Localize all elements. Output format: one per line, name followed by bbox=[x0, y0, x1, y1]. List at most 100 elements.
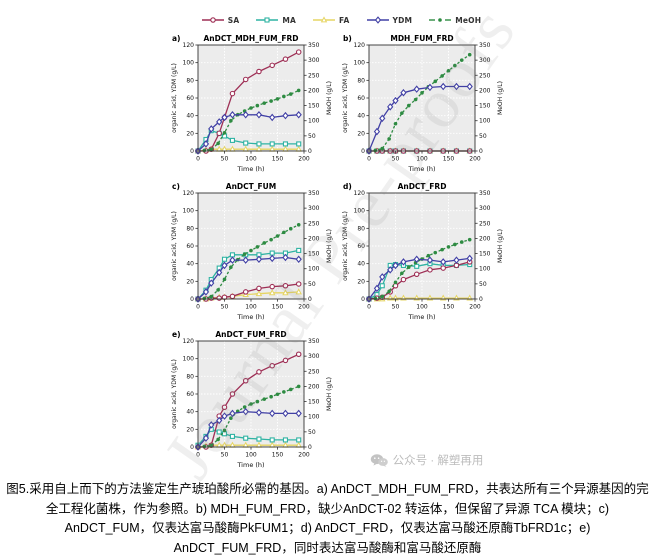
subplot-e-chart: 0 20 40 60 80 100 120 0 50 100 150 200 250 300 350 0 50 1… bbox=[171, 330, 333, 469]
legend-label-ydm: YDM bbox=[392, 15, 413, 25]
svg-text:Time (h): Time (h) bbox=[236, 165, 264, 173]
svg-text:150: 150 bbox=[308, 399, 320, 406]
svg-text:Time (h): Time (h) bbox=[407, 313, 435, 321]
svg-text:120: 120 bbox=[183, 190, 195, 197]
series-ydm bbox=[365, 82, 473, 155]
svg-text:0: 0 bbox=[196, 304, 200, 311]
svg-text:100: 100 bbox=[416, 304, 428, 311]
svg-text:50: 50 bbox=[221, 156, 229, 163]
svg-text:0: 0 bbox=[308, 444, 312, 451]
svg-text:d): d) bbox=[343, 182, 352, 191]
svg-text:0: 0 bbox=[190, 444, 194, 451]
svg-text:100: 100 bbox=[308, 266, 320, 273]
svg-text:150: 150 bbox=[272, 304, 284, 311]
svg-text:300: 300 bbox=[479, 205, 491, 212]
svg-text:100: 100 bbox=[245, 156, 257, 163]
svg-text:20: 20 bbox=[186, 426, 194, 433]
svg-text:150: 150 bbox=[443, 156, 455, 163]
svg-text:100: 100 bbox=[183, 356, 195, 363]
legend-item-sa: SA bbox=[201, 15, 240, 25]
svg-text:40: 40 bbox=[186, 261, 194, 268]
svg-text:40: 40 bbox=[357, 113, 365, 120]
svg-text:50: 50 bbox=[392, 304, 400, 311]
legend-label-fa: FA bbox=[339, 15, 350, 25]
svg-text:150: 150 bbox=[272, 452, 284, 459]
svg-text:350: 350 bbox=[479, 42, 491, 49]
subplot-d-cell: 0 20 40 60 80 100 120 0 50 100 150 200 250 300 350 0 50 1… bbox=[341, 178, 512, 326]
svg-text:120: 120 bbox=[354, 42, 366, 49]
svg-text:50: 50 bbox=[392, 156, 400, 163]
svg-text:250: 250 bbox=[308, 72, 320, 79]
caption-line-4: AnDCT_FUM_FRD，同时表达富马酸酶和富马酸还原酶 bbox=[173, 540, 482, 555]
series-ydm bbox=[194, 111, 302, 155]
svg-text:200: 200 bbox=[308, 383, 320, 390]
svg-text:MeOH (g/L): MeOH (g/L) bbox=[497, 229, 504, 263]
svg-text:50: 50 bbox=[308, 429, 316, 436]
svg-text:100: 100 bbox=[308, 118, 320, 125]
series-ydm bbox=[365, 254, 473, 303]
watermark-cell: 公众号 · 解塑再用 bbox=[341, 326, 512, 474]
svg-text:AnDCT_MDH_FUM_FRD: AnDCT_MDH_FUM_FRD bbox=[203, 34, 298, 43]
svg-text:250: 250 bbox=[479, 220, 491, 227]
svg-text:300: 300 bbox=[479, 57, 491, 64]
svg-text:organic acid, YDM (g/L): organic acid, YDM (g/L) bbox=[342, 211, 349, 281]
svg-text:20: 20 bbox=[357, 278, 365, 285]
svg-text:Time (h): Time (h) bbox=[236, 461, 264, 469]
svg-text:350: 350 bbox=[308, 190, 320, 197]
sa-marker-icon bbox=[201, 17, 224, 23]
svg-text:50: 50 bbox=[221, 452, 229, 459]
svg-text:MeOH (g/L): MeOH (g/L) bbox=[326, 229, 333, 263]
svg-text:60: 60 bbox=[186, 95, 194, 102]
svg-text:60: 60 bbox=[357, 95, 365, 102]
svg-text:AnDCT_FUM_FRD: AnDCT_FUM_FRD bbox=[215, 330, 286, 339]
svg-text:150: 150 bbox=[308, 251, 320, 258]
svg-text:organic acid, YDM (g/L): organic acid, YDM (g/L) bbox=[171, 359, 178, 429]
svg-text:60: 60 bbox=[186, 243, 194, 250]
subplot-c-cell: 0 20 40 60 80 100 120 0 50 100 150 200 250 300 350 0 50 1… bbox=[170, 178, 341, 326]
svg-text:organic acid, YDM (g/L): organic acid, YDM (g/L) bbox=[171, 63, 178, 133]
legend-label-ma: MA bbox=[282, 15, 297, 25]
svg-text:50: 50 bbox=[479, 133, 487, 140]
caption-line-2: 全工程化菌株，作为参照。b) MDH_FUM_FRD，缺少AnDCT-02 转运… bbox=[45, 501, 610, 516]
svg-text:350: 350 bbox=[479, 190, 491, 197]
series-meoh bbox=[196, 223, 301, 301]
svg-text:0: 0 bbox=[367, 156, 371, 163]
legend-item-ma: MA bbox=[255, 15, 296, 25]
wechat-icon bbox=[370, 453, 388, 467]
svg-text:organic acid, YDM (g/L): organic acid, YDM (g/L) bbox=[342, 63, 349, 133]
svg-text:100: 100 bbox=[245, 304, 257, 311]
subplot-grid: 0 20 40 60 80 100 120 0 50 100 150 200 250 300 350 0 50 1… bbox=[170, 30, 512, 474]
svg-text:250: 250 bbox=[479, 72, 491, 79]
svg-text:MeOH (g/L): MeOH (g/L) bbox=[326, 377, 333, 411]
svg-text:organic acid, YDM (g/L): organic acid, YDM (g/L) bbox=[171, 211, 178, 281]
subplot-a-chart: 0 20 40 60 80 100 120 0 50 100 150 200 250 300 350 0 50 1… bbox=[171, 34, 333, 173]
legend-label-meoh: MeOH bbox=[455, 15, 482, 25]
legend-item-fa: FA bbox=[312, 15, 349, 25]
svg-text:150: 150 bbox=[272, 156, 284, 163]
subplot-b-chart: 0 20 40 60 80 100 120 0 50 100 150 200 250 300 350 0 50 1… bbox=[342, 34, 504, 173]
svg-text:120: 120 bbox=[183, 338, 195, 345]
svg-text:150: 150 bbox=[443, 304, 455, 311]
svg-text:0: 0 bbox=[190, 148, 194, 155]
subplot-e-cell: 0 20 40 60 80 100 120 0 50 100 150 200 250 300 350 0 50 1… bbox=[170, 326, 341, 474]
svg-text:300: 300 bbox=[308, 57, 320, 64]
svg-text:50: 50 bbox=[479, 281, 487, 288]
subplot-b-cell: 0 20 40 60 80 100 120 0 50 100 150 200 250 300 350 0 50 1… bbox=[341, 30, 512, 178]
series-ydm bbox=[194, 253, 302, 303]
svg-text:0: 0 bbox=[479, 148, 483, 155]
caption-line-3: AnDCT_FUM，仅表达富马酸酶PkFUM1；d) AnDCT_FRD，仅表达… bbox=[64, 521, 591, 535]
svg-text:350: 350 bbox=[308, 338, 320, 345]
series-meoh bbox=[196, 88, 301, 153]
wechat-watermark: 公众号 · 解塑再用 bbox=[370, 452, 484, 468]
series-ydm bbox=[194, 407, 302, 451]
svg-text:150: 150 bbox=[479, 251, 491, 258]
svg-text:200: 200 bbox=[298, 452, 310, 459]
wechat-watermark-text: 公众号 · 解塑再用 bbox=[392, 455, 484, 467]
svg-text:100: 100 bbox=[416, 156, 428, 163]
fa-marker-icon bbox=[313, 16, 336, 23]
svg-text:100: 100 bbox=[308, 414, 320, 421]
svg-text:120: 120 bbox=[183, 42, 195, 49]
svg-text:150: 150 bbox=[308, 103, 320, 110]
svg-text:200: 200 bbox=[479, 235, 491, 242]
